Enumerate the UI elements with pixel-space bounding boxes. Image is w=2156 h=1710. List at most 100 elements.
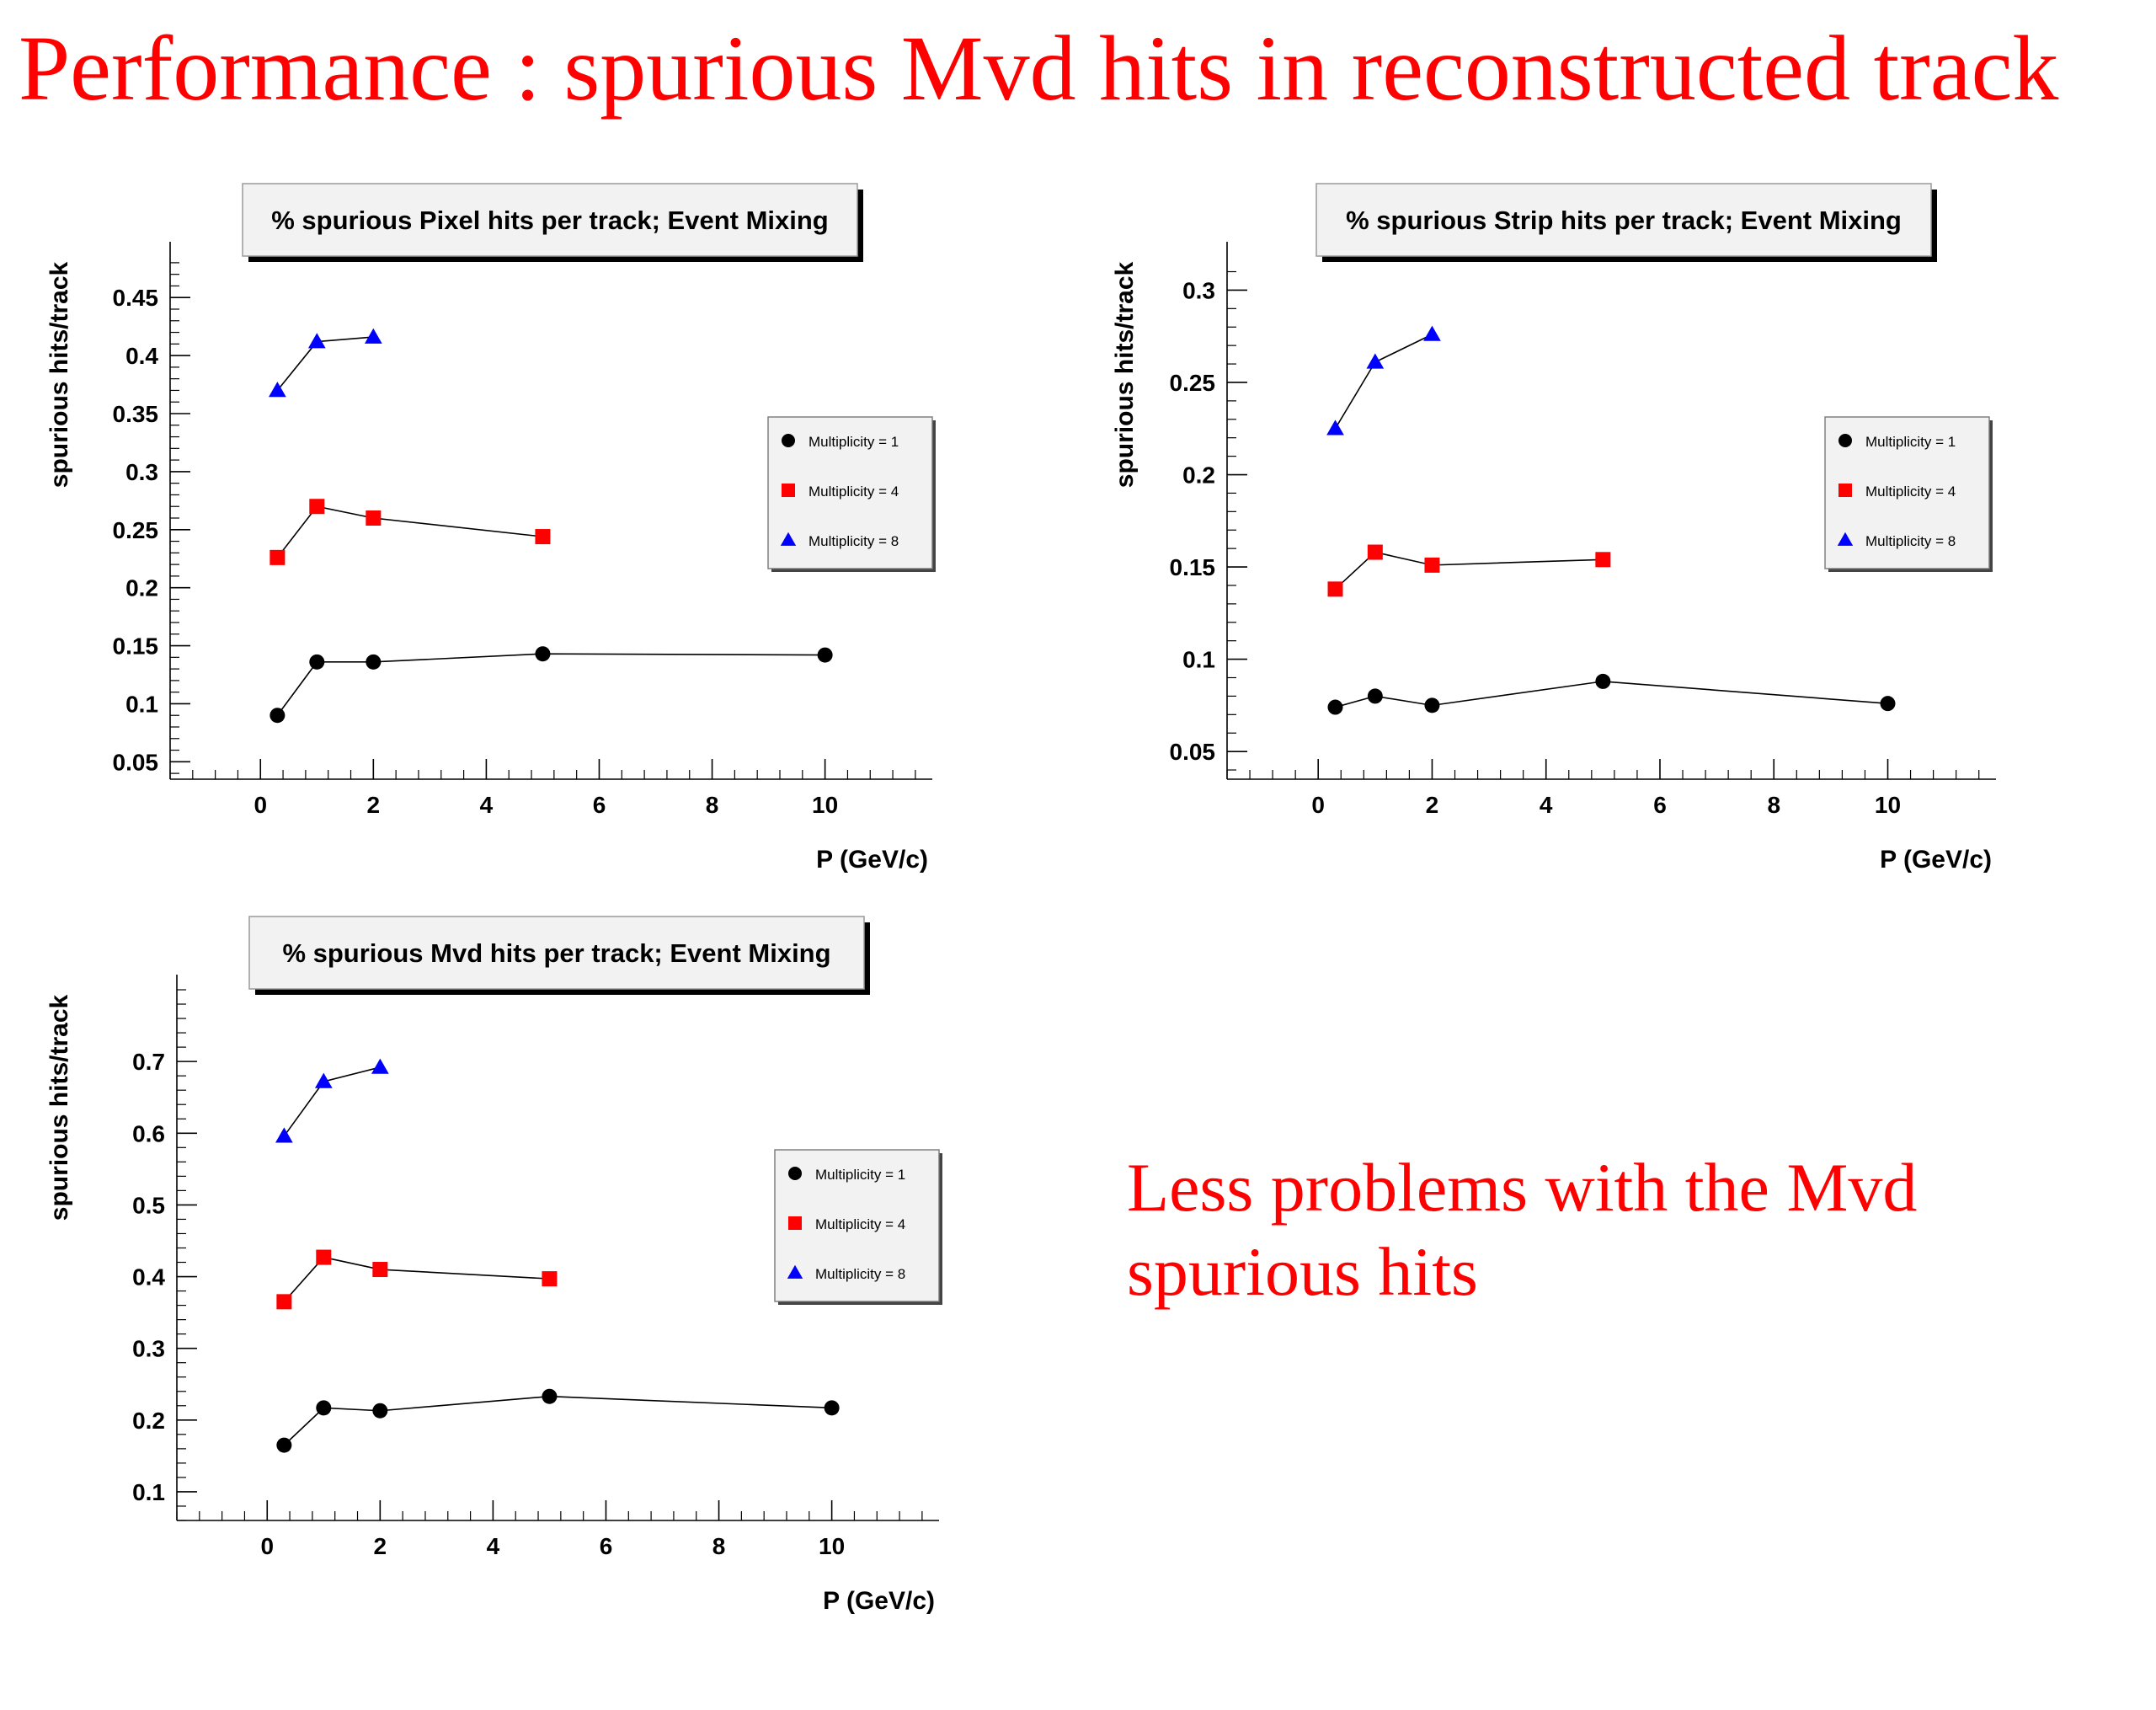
legend-box: [767, 416, 933, 569]
data-point-square: [270, 549, 286, 565]
y-tick-label: 0.1: [132, 1479, 165, 1505]
y-tick-label: 0.05: [1170, 739, 1216, 765]
data-point-circle: [1424, 697, 1440, 713]
legend-marker-circle: [782, 434, 795, 447]
data-point-circle: [1880, 696, 1896, 712]
x-tick-label: 4: [480, 792, 494, 818]
x-tick-label: 4: [487, 1533, 500, 1559]
chart-title: % spurious Strip hits per track; Event M…: [1346, 206, 1902, 235]
data-point-circle: [366, 654, 382, 670]
legend-label: Multiplicity = 4: [815, 1216, 905, 1232]
title-box: [1315, 183, 1932, 257]
data-point-triangle: [1326, 419, 1344, 436]
x-tick-label: 2: [367, 792, 381, 818]
y-tick-label: 0.2: [1182, 462, 1215, 489]
y-tick-label: 0.05: [113, 749, 159, 775]
y-tick-label: 0.4: [125, 343, 158, 369]
x-tick-label: 2: [374, 1533, 387, 1559]
series-line-2: [276, 505, 543, 558]
pixel-hits-chart: % spurious Pixel hits per track; Event M…: [45, 183, 936, 874]
data-point-triangle: [307, 333, 326, 349]
legend-label: Multiplicity = 8: [1865, 533, 1956, 549]
x-tick-label: 8: [1767, 792, 1780, 818]
data-point-circle: [535, 646, 551, 662]
x-tick-label: 4: [1540, 792, 1553, 818]
y-tick-label: 0.7: [132, 1049, 165, 1075]
summary-note: Less problems with the Mvd spurious hits: [1127, 1149, 1918, 1311]
y-tick-label: 0.4: [132, 1264, 165, 1291]
data-point-square: [1367, 544, 1383, 560]
y-tick-label: 0.2: [132, 1408, 165, 1434]
y-tick-label: 0.1: [1182, 647, 1215, 673]
series-line-1: [1335, 681, 1888, 708]
legend-label: Multiplicity = 4: [1865, 484, 1956, 500]
legend-label: Multiplicity = 1: [808, 434, 899, 450]
data-point-triangle: [269, 382, 286, 398]
y-tick-label: 0.3: [1182, 277, 1215, 303]
y-tick-label: 0.25: [1170, 370, 1216, 396]
x-tick-label: 8: [706, 792, 719, 818]
x-tick-label: 10: [812, 792, 838, 818]
data-point-triangle: [364, 328, 382, 344]
y-tick-label: 0.1: [125, 691, 158, 717]
legend-marker-circle: [1838, 434, 1852, 447]
legend-marker-triangle: [787, 1264, 803, 1279]
series-line-2: [283, 1256, 550, 1302]
data-point-circle: [1595, 673, 1611, 689]
legend-box: [1824, 416, 1990, 569]
series-line-3: [276, 336, 374, 391]
x-tick-label: 0: [260, 1533, 274, 1559]
x-axis-label: P (GeV/c): [1880, 846, 1992, 874]
series-line-3: [1334, 334, 1433, 430]
data-point-square: [276, 1294, 292, 1310]
data-point-triangle: [1366, 353, 1385, 369]
y-axis-label: spurious hits/track: [1111, 261, 1139, 488]
y-tick-label: 0.2: [125, 575, 158, 601]
data-point-square: [542, 1271, 558, 1287]
x-tick-label: 2: [1426, 792, 1439, 818]
legend-box: [774, 1149, 940, 1302]
data-point-square: [366, 510, 382, 526]
data-point-circle: [1327, 699, 1343, 715]
legend-marker-square: [782, 484, 795, 497]
y-tick-label: 0.3: [132, 1336, 165, 1362]
data-point-triangle: [371, 1058, 389, 1074]
x-tick-label: 10: [819, 1533, 845, 1559]
data-point-circle: [542, 1388, 558, 1404]
x-axis-label: P (GeV/c): [816, 846, 928, 874]
y-axis-label: spurious hits/track: [45, 994, 73, 1221]
title-box: [242, 183, 858, 257]
legend-label: Multiplicity = 4: [808, 484, 899, 500]
data-point-circle: [309, 654, 325, 670]
legend-marker-triangle: [780, 532, 797, 546]
y-tick-label: 0.15: [113, 633, 159, 660]
x-tick-label: 6: [593, 792, 606, 818]
chart-title: % spurious Pixel hits per track; Event M…: [271, 206, 829, 235]
data-point-circle: [316, 1400, 332, 1416]
data-point-square: [316, 1249, 332, 1265]
x-tick-label: 6: [600, 1533, 613, 1559]
data-point-square: [1327, 581, 1343, 597]
legend-label: Multiplicity = 1: [1865, 434, 1956, 450]
x-tick-label: 8: [712, 1533, 726, 1559]
legend-label: Multiplicity = 1: [815, 1167, 905, 1183]
data-point-square: [1424, 557, 1440, 573]
series-line-1: [283, 1395, 832, 1446]
data-point-square: [535, 529, 551, 545]
data-point-square: [1595, 552, 1611, 568]
y-tick-label: 0.15: [1170, 554, 1216, 580]
legend-marker-circle: [788, 1167, 802, 1180]
data-point-triangle: [275, 1127, 293, 1143]
data-point-circle: [1367, 688, 1383, 704]
legend-marker-square: [788, 1216, 802, 1230]
data-point-circle: [817, 647, 833, 663]
y-tick-label: 0.5: [132, 1192, 165, 1218]
y-tick-label: 0.45: [113, 285, 159, 311]
data-point-triangle: [314, 1072, 333, 1088]
data-point-triangle: [1423, 325, 1441, 341]
x-axis-label: P (GeV/c): [823, 1587, 935, 1615]
data-point-circle: [372, 1403, 388, 1419]
strip-hits-chart: % spurious Strip hits per track; Event M…: [1111, 183, 1996, 874]
data-point-circle: [270, 708, 286, 724]
chart-title: % spurious Mvd hits per track; Event Mix…: [282, 938, 830, 968]
